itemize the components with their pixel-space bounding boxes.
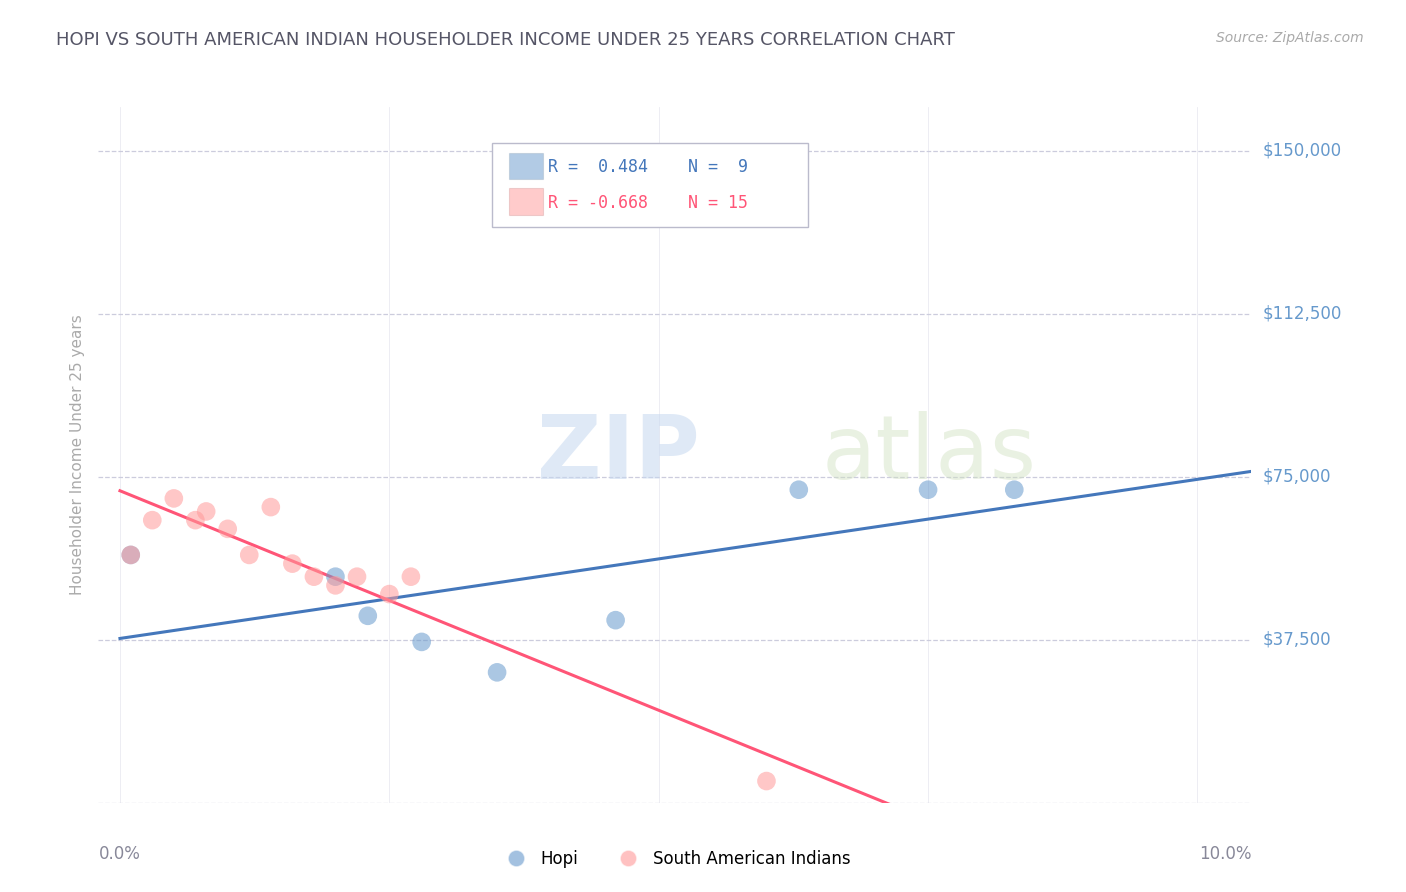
Point — [325, 578, 347, 592]
Point — [755, 774, 778, 789]
Text: $112,500: $112,500 — [1263, 304, 1341, 323]
Point — [217, 522, 239, 536]
Point — [325, 570, 347, 584]
Point — [184, 513, 207, 527]
Point — [787, 483, 810, 497]
Point — [378, 587, 401, 601]
Text: HOPI VS SOUTH AMERICAN INDIAN HOUSEHOLDER INCOME UNDER 25 YEARS CORRELATION CHAR: HOPI VS SOUTH AMERICAN INDIAN HOUSEHOLDE… — [56, 31, 955, 49]
Text: Source: ZipAtlas.com: Source: ZipAtlas.com — [1216, 31, 1364, 45]
Text: R =  0.484    N =  9: R = 0.484 N = 9 — [548, 158, 748, 176]
Point — [120, 548, 142, 562]
Point — [357, 608, 380, 623]
Point — [399, 570, 422, 584]
Point — [486, 665, 509, 680]
Text: $150,000: $150,000 — [1263, 142, 1341, 160]
Text: $37,500: $37,500 — [1263, 631, 1331, 648]
Legend: Hopi, South American Indians: Hopi, South American Indians — [492, 843, 858, 874]
Point — [260, 500, 283, 514]
Y-axis label: Householder Income Under 25 years: Householder Income Under 25 years — [70, 315, 86, 595]
Text: $75,000: $75,000 — [1263, 467, 1331, 485]
Text: atlas: atlas — [821, 411, 1036, 499]
Point — [281, 557, 304, 571]
Point — [605, 613, 627, 627]
Point — [1002, 483, 1025, 497]
Point — [141, 513, 163, 527]
Text: 10.0%: 10.0% — [1199, 845, 1251, 863]
Point — [917, 483, 939, 497]
Point — [120, 548, 142, 562]
Point — [346, 570, 368, 584]
Point — [411, 635, 433, 649]
Text: 0.0%: 0.0% — [98, 845, 141, 863]
Point — [163, 491, 186, 506]
Point — [195, 504, 218, 518]
Point — [302, 570, 325, 584]
Point — [238, 548, 260, 562]
Text: ZIP: ZIP — [537, 411, 699, 499]
Text: R = -0.668    N = 15: R = -0.668 N = 15 — [548, 194, 748, 211]
